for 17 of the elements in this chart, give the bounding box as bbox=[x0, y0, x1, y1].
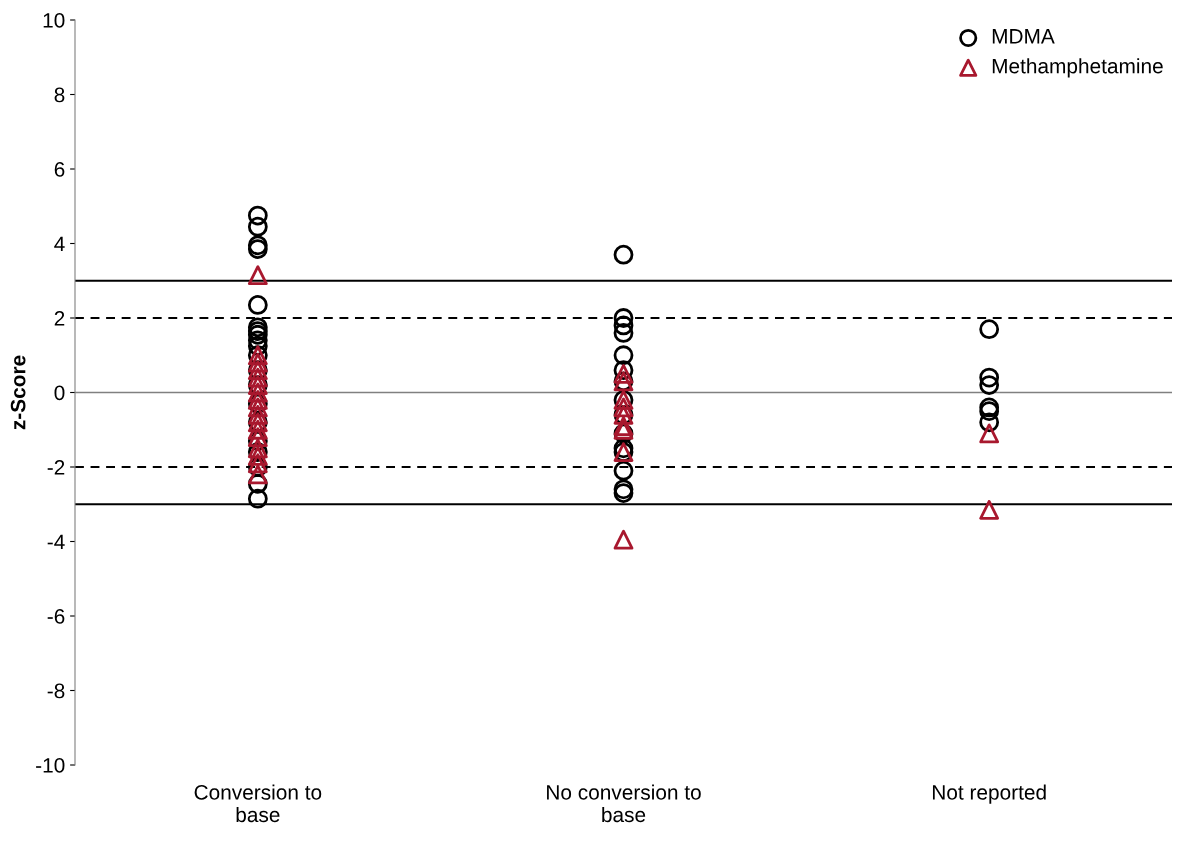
y-tick-label: 4 bbox=[54, 236, 65, 252]
y-tick-label: -10 bbox=[36, 758, 65, 773]
y-tick-label: 6 bbox=[54, 162, 65, 177]
y-tick-label: 2 bbox=[54, 311, 65, 326]
y-tick-label: 8 bbox=[54, 87, 65, 103]
legend-label: MDMA bbox=[992, 29, 1055, 44]
x-tick-label: No conversion to base bbox=[547, 784, 701, 823]
y-tick-label: 0 bbox=[54, 385, 65, 401]
y-axis-title: z-Score bbox=[10, 355, 26, 430]
legend-label: Methamphetamine bbox=[992, 58, 1163, 78]
y-tick-label: -4 bbox=[47, 534, 65, 550]
y-tick-label: -8 bbox=[47, 683, 65, 699]
y-tick-label: -6 bbox=[47, 609, 65, 624]
x-tick-label: Not reported bbox=[932, 784, 1046, 804]
y-tick-label: 10 bbox=[43, 13, 65, 28]
x-tick-label: Conversion to base bbox=[194, 784, 322, 823]
y-tick-label: -2 bbox=[47, 460, 65, 475]
